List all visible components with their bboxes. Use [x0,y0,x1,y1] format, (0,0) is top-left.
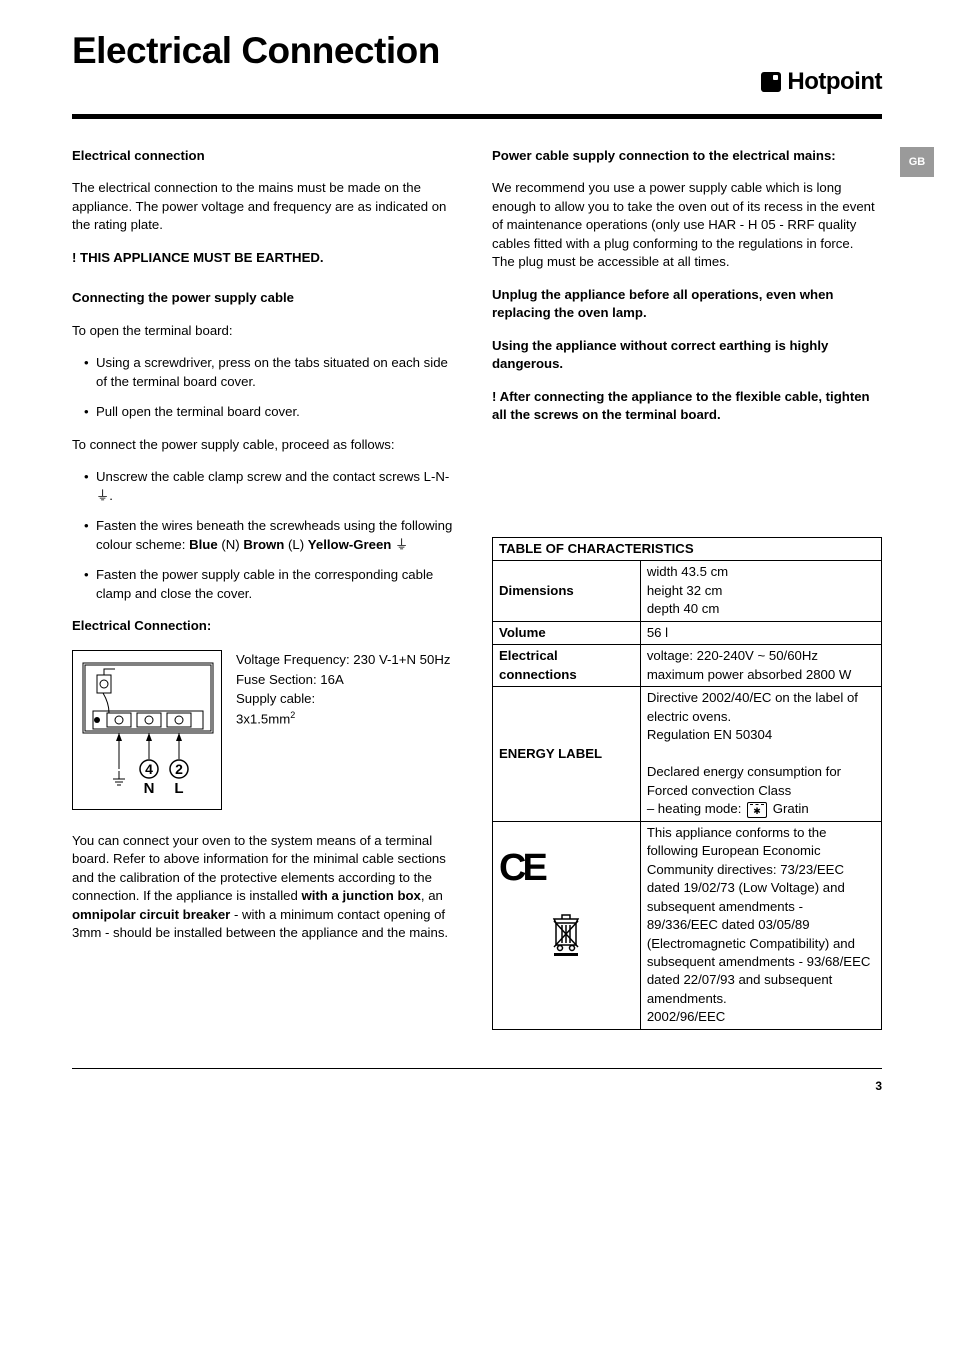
table-row-value: Directive 2002/40/EC on the label of ele… [640,687,881,821]
heading-connecting-cable: Connecting the power supply cable [72,289,462,307]
hotpoint-icon [761,72,781,92]
list-item: Unscrew the cable clamp screw and the co… [84,468,462,505]
heading-power-cable: Power cable supply connection to the ele… [492,147,882,165]
characteristics-table: TABLE OF CHARACTERISTICS Dimensions widt… [492,537,882,1030]
table-title: TABLE OF CHARACTERISTICS [493,537,882,560]
svg-text:L: L [174,780,183,797]
warning-unplug: Unplug the appliance before all operatio… [492,286,882,323]
table-row-value: voltage: 220-240V ~ 50/60Hz maximum powe… [640,645,881,687]
table-row-value: width 43.5 cm height 32 cm depth 40 cm [640,561,881,621]
page-number: 3 [875,1079,882,1093]
paragraph: You can connect your oven to the system … [72,832,462,943]
warning-earthed: ! THIS APPLIANCE MUST BE EARTHED. [72,249,462,267]
terminal-diagram: 4 2 N L [72,650,222,810]
table-row-label: Volume [493,621,641,644]
left-column: Electrical connection The electrical con… [72,147,462,1030]
header: Electrical Connection Hotpoint [72,30,882,96]
svg-text:4: 4 [145,761,153,777]
columns: GB Electrical connection The electrical … [72,147,882,1030]
right-column: Power cable supply connection to the ele… [492,147,882,1030]
list-item: Pull open the terminal board cover. [84,403,462,421]
heading-electrical-connection-2: Electrical Connection: [72,617,462,635]
paragraph: We recommend you use a power supply cabl… [492,179,882,271]
svg-text:N: N [144,780,155,797]
table-row-label: Dimensions [493,561,641,621]
ce-mark-icon: CE [499,842,634,895]
weee-bin-icon [548,913,584,957]
language-tab: GB [900,147,934,177]
list-item: Using a screwdriver, press on the tabs s… [84,354,462,391]
brand-logo: Hotpoint [761,68,882,96]
page-title: Electrical Connection [72,30,440,72]
gratin-icon [747,802,767,818]
diagram-row: 4 2 N L Voltage Frequency: 230 V-1+N 50H… [72,650,462,810]
warning-screws: ! After connecting the appliance to the … [492,388,882,425]
paragraph: To connect the power supply cable, proce… [72,436,462,454]
table-row-label: Electrical connections [493,645,641,687]
list: Unscrew the cable clamp screw and the co… [72,468,462,603]
terminal-svg: 4 2 N L [73,651,223,811]
header-rule [72,114,882,119]
earth-icon: ⏚ [395,537,408,552]
list-item: Fasten the wires beneath the screwheads … [84,517,462,554]
certification-cell: CE [493,821,641,1029]
paragraph: To open the terminal board: [72,322,462,340]
footer: 3 [72,1068,882,1093]
paragraph: The electrical connection to the mains m… [72,179,462,234]
earth-icon: ⏚ [96,488,109,503]
warning-earthing: Using the appliance without correct eart… [492,337,882,374]
list: Using a screwdriver, press on the tabs s… [72,354,462,421]
heading-electrical-connection: Electrical connection [72,147,462,165]
table-row-label: ENERGY LABEL [493,687,641,821]
list-item: Fasten the power supply cable in the cor… [84,566,462,603]
brand-text: Hotpoint [787,68,882,96]
table-row-value: 56 l [640,621,881,644]
diagram-specs: Voltage Frequency: 230 V-1+N 50Hz Fuse S… [236,650,450,810]
svg-text:2: 2 [175,761,183,777]
table-row-value: This appliance conforms to the following… [640,821,881,1029]
page: Electrical Connection Hotpoint GB Electr… [0,0,954,1113]
